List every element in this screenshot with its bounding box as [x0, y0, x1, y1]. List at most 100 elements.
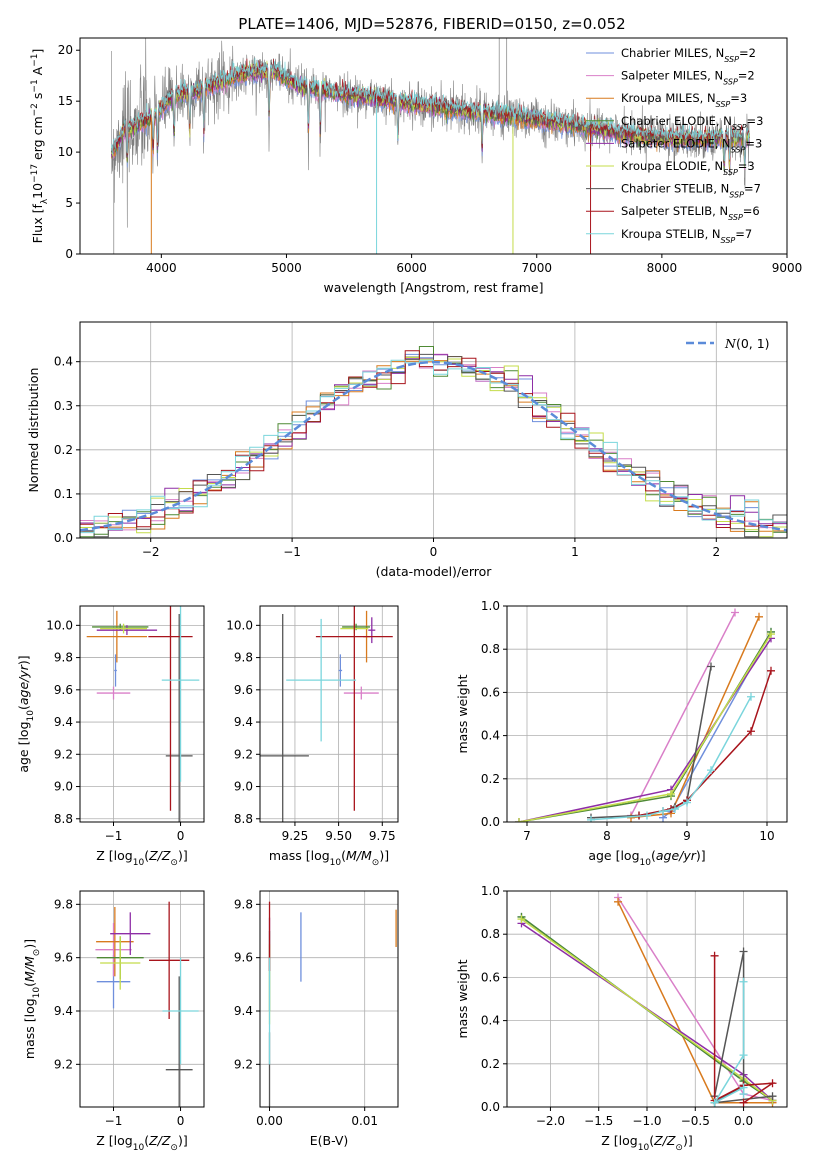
model-spectrum-salpeter_stelib	[111, 58, 750, 164]
weight-marker-kroupa_miles	[755, 612, 763, 621]
legend-label-kroupa_miles: Kroupa MILES, NSSP=3	[621, 91, 747, 109]
plot-area-massweight_vs_Z	[517, 893, 777, 1107]
y-tick-label: 0	[65, 247, 73, 261]
label-part: Normed distribution	[26, 368, 41, 493]
x-tick-label: 8000	[647, 261, 678, 275]
legend-text-post: =3	[738, 159, 755, 173]
y-tick-label: 0.1	[54, 487, 73, 501]
y-tick-label: 9.2	[54, 747, 73, 761]
label-part: ⊙	[170, 1143, 178, 1153]
axes-frame	[259, 605, 399, 823]
legend-sub: SSP	[732, 122, 747, 131]
weight-marker-kroupa_stelib	[671, 805, 679, 814]
gaussian-curve	[80, 360, 787, 532]
x-axis-label: wavelength [Angstrom, rest frame]	[323, 280, 543, 295]
label-part: )]	[22, 939, 37, 949]
y-tick-label: 0.8	[481, 927, 500, 941]
y-tick-label: 0.4	[54, 355, 73, 369]
x-tick-label: 1	[571, 545, 579, 559]
x-axis-label: Z [log10(Z/Z⊙)]	[601, 1133, 692, 1153]
weight-marker-salpeter_stelib	[739, 1098, 748, 1107]
weight-marker-kroupa_elodie	[515, 818, 523, 822]
label-part: −1	[30, 79, 40, 92]
legend-text: Chabrier ELODIE, N	[621, 114, 732, 128]
y-tick-label: 9.0	[54, 780, 73, 794]
y-tick-label: 0.2	[54, 443, 73, 457]
x-tick-label: 2	[712, 545, 720, 559]
label-part: (	[651, 848, 656, 863]
x-axis-label: age [log10(age/yr)]	[588, 848, 705, 868]
plot-area-massweight_vs_age	[515, 608, 775, 822]
x-tick-label: 0	[177, 829, 185, 843]
y-tick-label: 9.6	[54, 683, 73, 697]
y-tick-label: 8.8	[54, 812, 73, 826]
legend-text-post: =3	[747, 114, 764, 128]
label-part: (	[22, 982, 37, 987]
y-tick-label: 0.6	[481, 685, 500, 699]
y-tick-label: 1.0	[481, 599, 500, 613]
label-part: (data-model)/error	[376, 564, 493, 579]
label-part: mass [log	[22, 998, 37, 1059]
axes-frame	[259, 890, 399, 1108]
x-tick-label: 9.50	[325, 829, 352, 843]
hist-legend: N(0, 1)	[686, 336, 770, 351]
y-tick-label: 0.2	[481, 1057, 500, 1071]
label-part: age [log	[16, 721, 31, 772]
weight-marker-kroupa_stelib	[683, 798, 691, 807]
weight-marker-kroupa_stelib	[587, 815, 595, 822]
label-part: Z/Z	[653, 1133, 676, 1148]
y-tick-label: 0.2	[481, 772, 500, 786]
weight-marker-kroupa_elodie	[517, 915, 526, 924]
y-axis-label: Normed distribution	[26, 368, 41, 493]
x-tick-label: 9	[683, 829, 691, 843]
label-part: s	[30, 93, 45, 104]
label-part: Flux [f	[30, 204, 45, 244]
label-part: ]	[30, 49, 45, 54]
y-tick-label: 10	[58, 145, 73, 159]
model-spectrum-kroupa_stelib	[110, 57, 750, 167]
legend-sub: SSP	[721, 235, 736, 244]
label-part: ⊙	[675, 1143, 683, 1153]
weight-marker-kroupa_stelib	[643, 811, 651, 820]
legend-text-post: =2	[739, 46, 756, 60]
y-tick-label: 9.2	[54, 1057, 73, 1071]
y-axis-label: age [log10(age/yr)]	[16, 655, 36, 772]
weight-marker-chabrier_stelib	[768, 1092, 777, 1101]
legend-sub: SSP	[716, 100, 731, 109]
y-tick-label: 15	[58, 94, 73, 108]
label-part: Z [log	[601, 1133, 637, 1148]
y-tick-label: 9.6	[234, 683, 253, 697]
y-tick-label: 9.0	[234, 780, 253, 794]
y-tick-label: 8.8	[234, 812, 253, 826]
weight-marker-salpeter_stelib	[767, 666, 775, 675]
y-tick-label: 9.2	[234, 1057, 253, 1071]
label-part: Z/Z	[148, 848, 171, 863]
legend-text: Salpeter MILES, N	[621, 69, 723, 83]
plot-area-age_vs_mass	[260, 606, 393, 822]
x-tick-label: 0.00	[256, 1114, 283, 1128]
y-tick-label: 0.0	[481, 1100, 500, 1114]
x-tick-label: 7	[523, 829, 531, 843]
legend-label-chabrier_elodie: Chabrier ELODIE, NSSP=3	[621, 114, 763, 132]
weight-marker-salpeter_stelib	[768, 1079, 777, 1088]
y-tick-label: 9.6	[234, 951, 253, 965]
x-tick-label: 9.25	[282, 829, 309, 843]
legend-text-post: =3	[745, 136, 762, 150]
label-part: )]	[178, 1133, 188, 1148]
x-tick-label: 10	[759, 829, 774, 843]
x-tick-label: 0.0	[734, 1114, 753, 1128]
x-tick-label: −1	[105, 1114, 123, 1128]
x-tick-label: −0.5	[681, 1114, 710, 1128]
weight-line-salpeter_miles	[630, 612, 736, 816]
label-part: 10	[640, 858, 652, 868]
label-part: age/yr	[16, 664, 31, 705]
legend-sub: SSP	[723, 168, 738, 177]
legend-label-kroupa_stelib: Kroupa STELIB, NSSP=7	[621, 227, 752, 245]
y-tick-label: 10.0	[46, 618, 73, 632]
legend-text: Salpeter ELODIE, N	[621, 136, 731, 150]
label-part: ⊙	[170, 858, 178, 868]
legend-text-post: =3	[730, 91, 747, 105]
label-part: ⊙	[32, 949, 42, 957]
label-part: M/M	[22, 956, 37, 982]
y-tick-label: 1.0	[481, 884, 500, 898]
